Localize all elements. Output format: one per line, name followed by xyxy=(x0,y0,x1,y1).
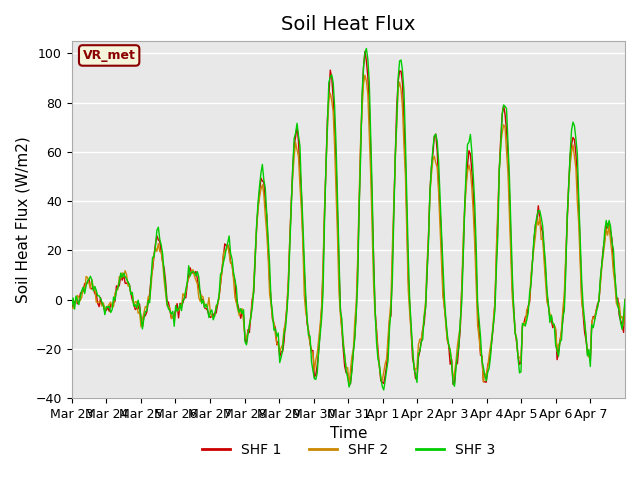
Title: Soil Heat Flux: Soil Heat Flux xyxy=(281,15,415,34)
X-axis label: Time: Time xyxy=(330,426,367,441)
Legend: SHF 1, SHF 2, SHF 3: SHF 1, SHF 2, SHF 3 xyxy=(196,437,500,462)
Text: VR_met: VR_met xyxy=(83,49,136,62)
Y-axis label: Soil Heat Flux (W/m2): Soil Heat Flux (W/m2) xyxy=(15,136,30,303)
